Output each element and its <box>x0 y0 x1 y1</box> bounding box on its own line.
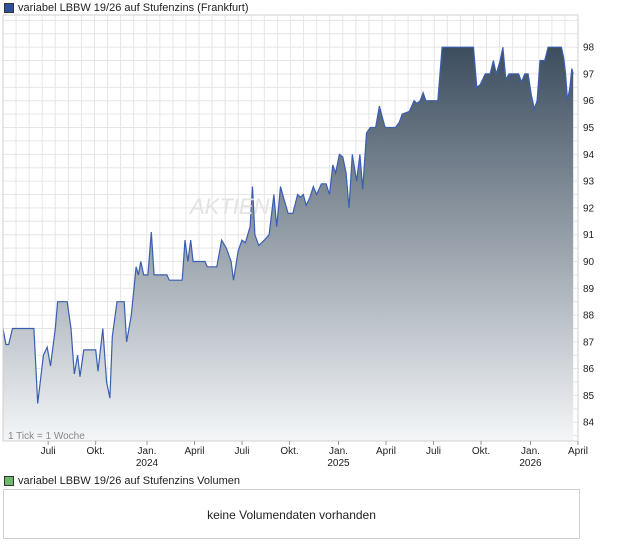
tick-note: 1 Tick = 1 Woche <box>8 431 85 442</box>
x-tick-label: Juli <box>426 446 441 457</box>
x-tick-label: Okt. <box>280 446 298 457</box>
y-tick-label: 91 <box>583 230 595 241</box>
x-tick-label: Jan. <box>329 446 348 457</box>
x-tick-label: April <box>568 446 588 457</box>
watermark-logo: AKTIEN <box>188 194 270 219</box>
x-tick-label: Jan. <box>521 446 540 457</box>
x-tick-year: 2024 <box>136 458 159 469</box>
x-tick-year: 2026 <box>519 458 542 469</box>
y-tick-label: 94 <box>583 150 595 161</box>
x-tick-label: Okt. <box>472 446 490 457</box>
chart-title: variabel LBBW 19/26 auf Stufenzins (Fran… <box>18 2 249 14</box>
x-tick-label: April <box>376 446 396 457</box>
y-tick-label: 90 <box>583 257 595 268</box>
y-tick-label: 86 <box>583 364 595 375</box>
price-area <box>3 47 574 441</box>
y-tick-label: 84 <box>583 418 595 429</box>
plot-frame <box>2 14 579 442</box>
y-tick-label: 97 <box>583 69 595 80</box>
x-tick-label: April <box>185 446 205 457</box>
x-tick-label: Okt. <box>86 446 104 457</box>
price-chart: AKTIEN 84 85 86 87 88 89 90 91 92 93 94 95 96 97 98 Ju… <box>2 14 595 469</box>
volume-empty-message: keine Volumendaten vorhanden <box>207 508 376 522</box>
y-tick-label: 95 <box>583 123 595 134</box>
x-tick-year: 2025 <box>327 458 350 469</box>
y-tick-label: 89 <box>583 284 595 295</box>
y-axis-labels: 84 85 86 87 88 89 90 91 92 93 94 95 96 97 98 <box>583 43 595 429</box>
x-tick-label: Juli <box>41 446 56 457</box>
y-tick-label: 96 <box>583 96 595 107</box>
y-tick-label: 85 <box>583 391 595 402</box>
y-tick-label: 92 <box>583 203 595 214</box>
y-tick-label: 88 <box>583 311 595 322</box>
volume-legend-swatch <box>4 476 14 486</box>
price-legend: variabel LBBW 19/26 auf Stufenzins (Fran… <box>4 1 249 15</box>
price-line <box>2 46 574 404</box>
volume-legend-label: variabel LBBW 19/26 auf Stufenzins Volum… <box>18 475 240 487</box>
x-tick-label: Jan. <box>138 446 157 457</box>
y-tick-label: 93 <box>583 177 595 188</box>
y-tick-label: 87 <box>583 337 595 348</box>
x-tick-label: Juli <box>235 446 250 457</box>
volume-legend: variabel LBBW 19/26 auf Stufenzins Volum… <box>4 474 240 488</box>
volume-panel: keine Volumendaten vorhanden <box>3 489 580 539</box>
price-legend-swatch <box>4 3 14 13</box>
y-tick-label: 98 <box>583 43 595 54</box>
